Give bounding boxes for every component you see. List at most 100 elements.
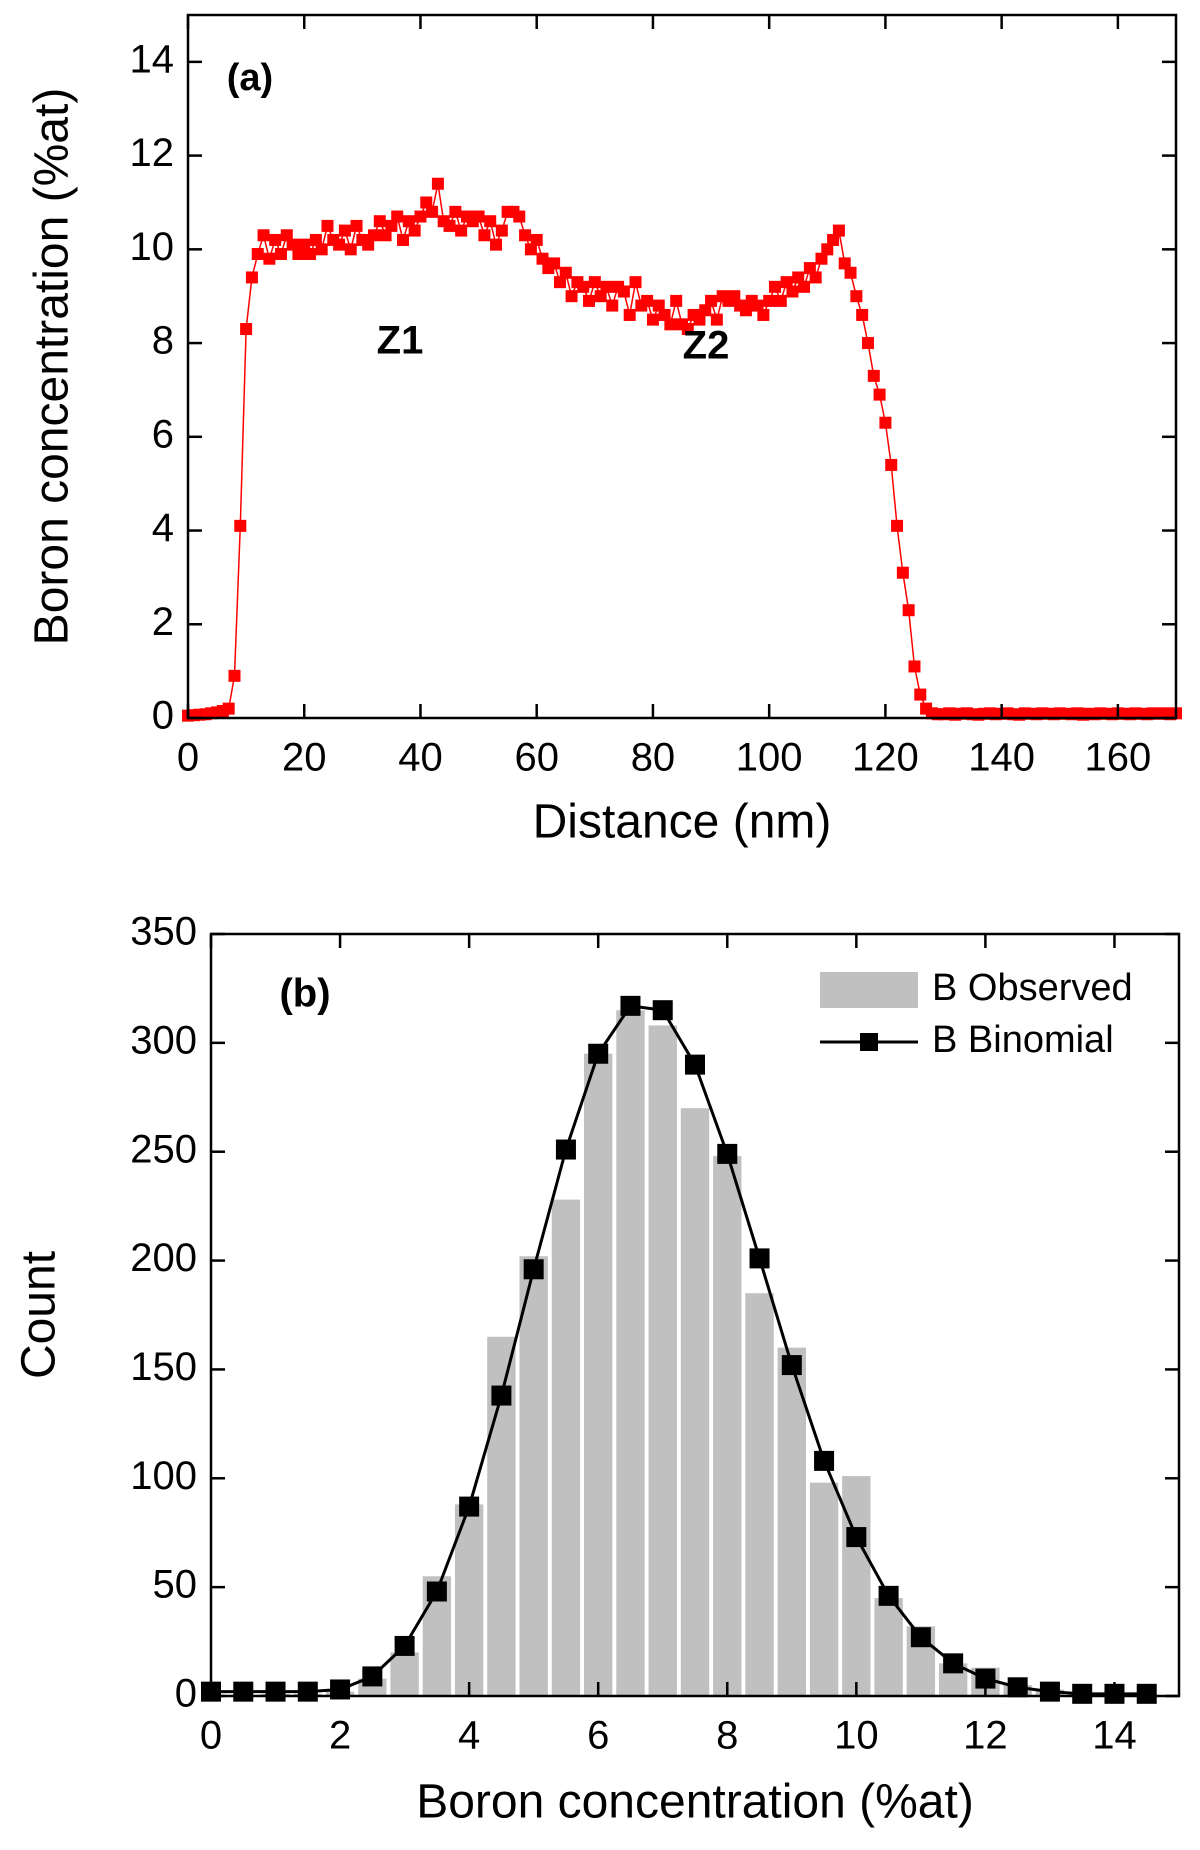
marker bbox=[379, 229, 392, 242]
x-tick-label: 8 bbox=[716, 1714, 738, 1758]
marker bbox=[606, 299, 619, 312]
x-axis-label: Boron concentration (%at) bbox=[416, 1776, 974, 1829]
x-tick-label: 4 bbox=[458, 1714, 480, 1758]
data-line bbox=[211, 1004, 1147, 1696]
marker bbox=[891, 519, 904, 532]
x-tick-label: 120 bbox=[852, 736, 919, 780]
marker bbox=[710, 313, 723, 326]
marker bbox=[975, 1668, 996, 1689]
marker bbox=[222, 702, 235, 715]
x-tick-label: 160 bbox=[1085, 736, 1152, 780]
marker bbox=[269, 233, 282, 246]
marker bbox=[803, 262, 816, 275]
marker bbox=[523, 1259, 544, 1280]
marker bbox=[623, 308, 636, 321]
marker bbox=[646, 313, 659, 326]
marker bbox=[373, 215, 386, 228]
marker bbox=[431, 177, 444, 190]
marker bbox=[914, 688, 927, 701]
x-tick-label: 60 bbox=[514, 736, 559, 780]
marker bbox=[780, 276, 793, 289]
marker bbox=[362, 238, 375, 251]
bar bbox=[390, 1652, 419, 1696]
marker bbox=[321, 219, 334, 232]
y-tick-label: 10 bbox=[130, 225, 175, 269]
bar bbox=[680, 1108, 710, 1696]
marker bbox=[449, 205, 462, 218]
marker bbox=[798, 280, 811, 293]
annotation: Z1 bbox=[377, 319, 424, 363]
y-tick-label: 12 bbox=[130, 131, 175, 175]
marker bbox=[827, 233, 840, 246]
marker bbox=[821, 243, 834, 256]
marker bbox=[629, 276, 642, 289]
y-tick-label: 100 bbox=[130, 1454, 197, 1498]
marker bbox=[600, 280, 613, 293]
bar bbox=[648, 1025, 677, 1696]
marker bbox=[402, 215, 415, 228]
legend-label: B Observed bbox=[932, 967, 1133, 1009]
marker bbox=[1072, 1683, 1093, 1704]
x-tick-label: 0 bbox=[177, 736, 199, 780]
x-axis-label: Distance (nm) bbox=[533, 796, 832, 849]
marker bbox=[861, 337, 874, 350]
y-tick-label: 150 bbox=[130, 1345, 197, 1389]
legend-label: B Binomial bbox=[932, 1019, 1114, 1061]
bar bbox=[777, 1347, 806, 1696]
y-tick-label: 50 bbox=[153, 1563, 198, 1607]
data-line bbox=[187, 183, 1177, 717]
marker bbox=[298, 238, 311, 251]
marker bbox=[519, 229, 532, 242]
y-tick-label: 0 bbox=[175, 1672, 197, 1716]
marker bbox=[391, 210, 404, 223]
annotation: Z2 bbox=[683, 324, 730, 368]
marker bbox=[693, 313, 706, 326]
marker bbox=[309, 233, 322, 246]
marker bbox=[757, 308, 770, 321]
marker bbox=[594, 290, 607, 303]
marker bbox=[728, 290, 741, 303]
plot-frame bbox=[209, 932, 1181, 1698]
marker bbox=[257, 229, 270, 242]
marker bbox=[652, 1000, 673, 1021]
x-tick-label: 0 bbox=[200, 1714, 222, 1758]
marker bbox=[286, 238, 299, 251]
marker bbox=[620, 995, 641, 1016]
marker bbox=[513, 210, 526, 223]
marker bbox=[265, 1681, 286, 1702]
x-tick-label: 2 bbox=[329, 1714, 351, 1758]
marker bbox=[234, 519, 247, 532]
bar bbox=[874, 1598, 903, 1696]
x-tick-label: 140 bbox=[968, 736, 1035, 780]
y-tick-label: 250 bbox=[130, 1127, 197, 1171]
marker bbox=[443, 219, 456, 232]
marker bbox=[565, 290, 578, 303]
marker bbox=[536, 252, 549, 265]
annotation: (a) bbox=[227, 57, 273, 99]
marker bbox=[315, 243, 328, 256]
marker bbox=[774, 294, 787, 307]
marker bbox=[739, 304, 752, 317]
plot-frame bbox=[186, 13, 1178, 720]
bar bbox=[584, 1053, 613, 1696]
x-tick-label: 80 bbox=[631, 736, 676, 780]
marker bbox=[414, 210, 427, 223]
marker bbox=[338, 224, 351, 237]
bar bbox=[454, 1504, 484, 1696]
marker bbox=[873, 388, 886, 401]
y-tick-label: 2 bbox=[152, 600, 174, 644]
marker bbox=[333, 238, 346, 251]
marker bbox=[856, 308, 869, 321]
x-tick-label: 20 bbox=[282, 736, 327, 780]
marker bbox=[297, 1681, 318, 1702]
marker bbox=[426, 1581, 447, 1602]
x-tick-label: 12 bbox=[963, 1714, 1008, 1758]
marker bbox=[588, 276, 601, 289]
marker bbox=[280, 229, 293, 242]
marker bbox=[910, 1627, 931, 1648]
marker bbox=[658, 308, 671, 321]
marker bbox=[641, 294, 654, 307]
y-tick-label: 200 bbox=[130, 1236, 197, 1280]
marker bbox=[844, 266, 857, 279]
